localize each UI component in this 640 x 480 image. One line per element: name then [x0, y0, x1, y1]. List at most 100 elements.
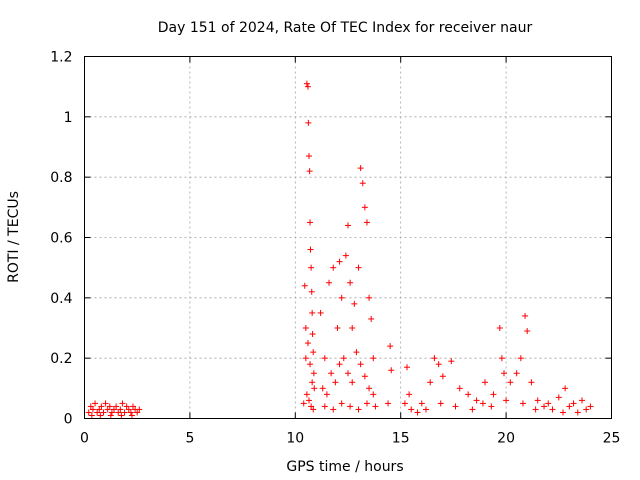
data-point — [370, 391, 377, 398]
data-point — [355, 264, 362, 271]
data-point — [306, 397, 313, 404]
data-point — [309, 379, 316, 386]
data-point — [111, 406, 118, 413]
y-tick-label: 1 — [64, 110, 73, 126]
data-point — [307, 246, 314, 253]
x-tick-label: 5 — [185, 431, 194, 447]
data-point — [366, 294, 373, 301]
y-tick-label: 0.4 — [50, 291, 72, 307]
data-point — [128, 412, 135, 419]
data-point — [507, 379, 514, 386]
data-point — [310, 370, 317, 377]
data-point — [306, 153, 313, 160]
data-point — [304, 83, 311, 90]
y-tick-label: 1.2 — [50, 50, 72, 66]
data-point — [549, 406, 556, 413]
data-point — [125, 406, 132, 413]
data-point — [96, 406, 103, 413]
data-point — [134, 409, 141, 416]
data-point — [307, 361, 314, 368]
data-point — [336, 361, 343, 368]
data-point — [437, 400, 444, 407]
data-point — [304, 340, 311, 347]
data-point — [88, 412, 95, 419]
data-point — [302, 325, 309, 331]
data-point — [366, 385, 373, 392]
data-point — [347, 403, 354, 410]
data-point — [117, 406, 124, 413]
data-point — [102, 400, 109, 407]
axis-ticks — [84, 56, 612, 419]
data-point — [519, 400, 526, 407]
data-point — [370, 355, 377, 362]
data-point — [104, 406, 111, 413]
data-point — [334, 325, 341, 331]
data-point — [338, 294, 345, 301]
data-point — [311, 385, 318, 392]
data-point — [368, 315, 375, 322]
data-point — [431, 355, 438, 362]
data-point — [355, 406, 362, 413]
data-point — [570, 400, 577, 407]
data-point — [319, 385, 326, 392]
data-point — [338, 400, 345, 407]
data-point — [357, 361, 364, 368]
data-point — [307, 219, 314, 226]
data-point — [309, 331, 316, 338]
data-point — [359, 180, 366, 187]
data-point — [357, 165, 364, 172]
data-point — [129, 403, 136, 410]
data-point — [524, 328, 531, 335]
data-point — [418, 400, 425, 407]
data-point — [385, 400, 392, 407]
data-point — [351, 300, 358, 307]
x-tick-label: 0 — [80, 431, 89, 447]
data-point — [414, 409, 421, 416]
data-point — [541, 403, 548, 410]
data-point — [406, 391, 413, 398]
data-point — [479, 400, 486, 407]
data-point — [308, 288, 315, 295]
data-point — [326, 279, 333, 286]
data-point — [305, 119, 312, 126]
data-point — [349, 325, 356, 331]
data-point — [347, 279, 354, 286]
data-point — [401, 400, 408, 407]
data-point — [528, 379, 535, 386]
data-point — [330, 406, 337, 413]
data-point — [587, 403, 594, 410]
data-point — [107, 412, 114, 419]
chart-title: Day 151 of 2024, Rate Of TEC Index for r… — [158, 20, 533, 36]
data-point — [534, 397, 541, 404]
data-point — [388, 367, 395, 374]
data-point — [574, 409, 581, 416]
data-point — [98, 403, 105, 410]
x-tick-label: 15 — [392, 431, 410, 447]
data-point — [340, 355, 347, 362]
data-point — [583, 406, 590, 413]
data-point — [349, 379, 356, 386]
data-point — [306, 168, 313, 175]
data-point — [113, 403, 120, 410]
x-tick-label: 10 — [286, 431, 304, 447]
x-axis-label: GPS time / hours — [286, 459, 403, 475]
data-point — [469, 406, 476, 413]
data-point — [532, 406, 539, 413]
x-tick-label: 20 — [497, 431, 515, 447]
data-point — [323, 391, 330, 398]
data-point — [336, 258, 343, 265]
data-point — [427, 379, 434, 386]
data-point — [303, 391, 310, 398]
data-point — [488, 403, 495, 410]
data-point — [342, 252, 349, 259]
data-point — [85, 409, 92, 416]
data-point — [500, 370, 507, 377]
y-tick-label: 0.6 — [50, 231, 72, 247]
data-point — [123, 403, 130, 410]
data-point — [372, 403, 379, 410]
data-point — [97, 412, 104, 419]
data-point — [435, 361, 442, 368]
grid-lines — [84, 56, 612, 419]
data-point — [310, 349, 317, 356]
